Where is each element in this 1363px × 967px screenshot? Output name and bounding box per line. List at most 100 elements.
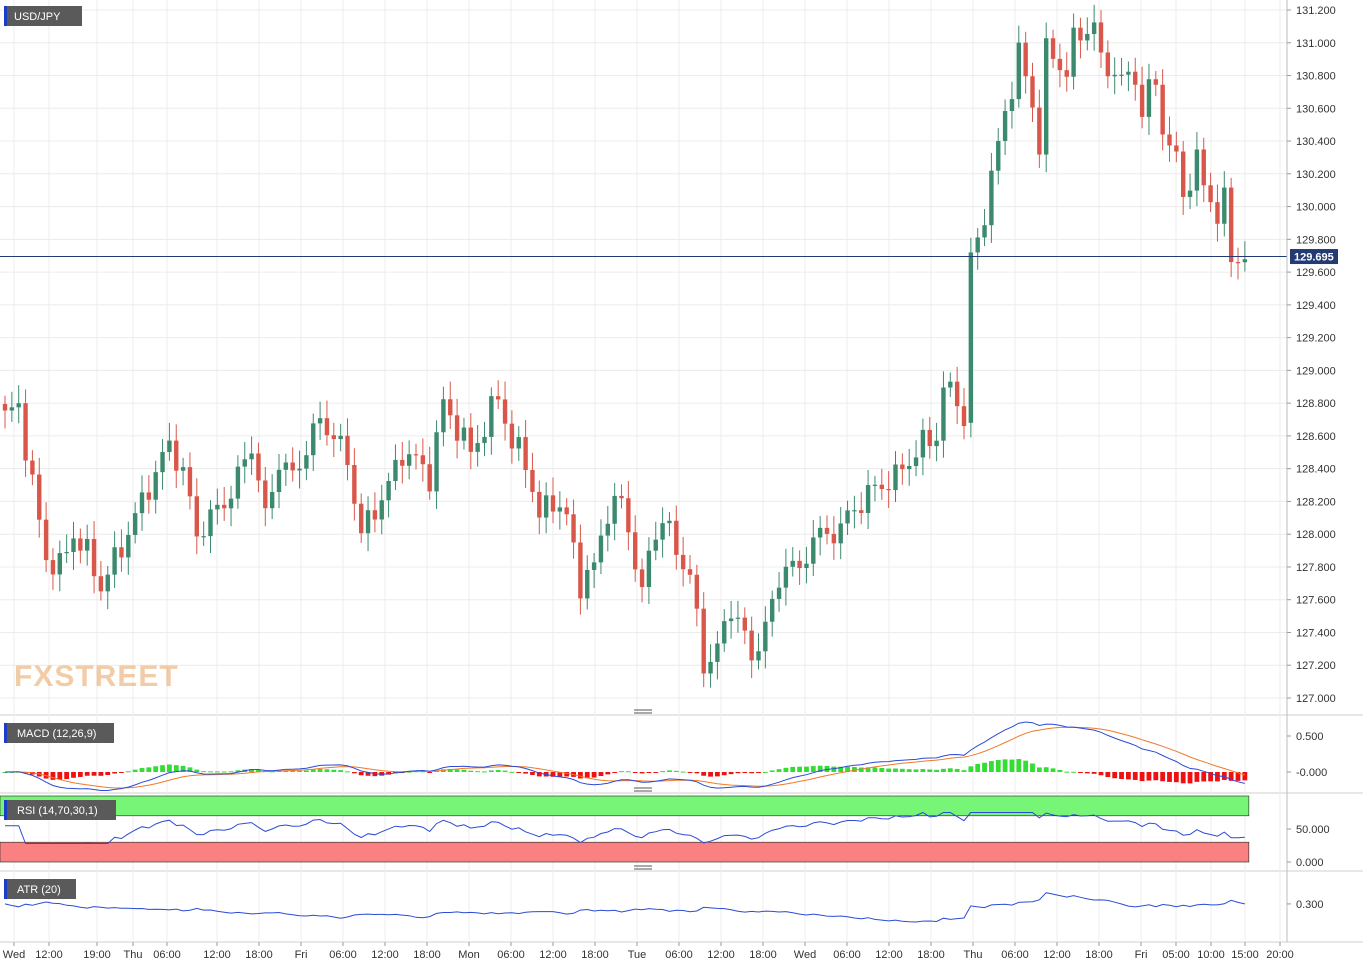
time-tick-label: 12:00 — [1043, 949, 1071, 961]
macd-histogram-bar — [625, 771, 631, 773]
pane-resize-handles[interactable] — [634, 709, 652, 870]
macd-histogram-bar — [1030, 763, 1035, 772]
macd-histogram-bar — [893, 768, 898, 772]
macd-histogram-bar — [194, 769, 200, 772]
time-tick-label: Thu — [124, 949, 143, 961]
price-tick-label: 130.800 — [1296, 71, 1336, 83]
candle-body — [838, 523, 843, 544]
candle-body — [1023, 42, 1028, 77]
macd-histogram-bar — [1064, 771, 1070, 773]
candle-body — [119, 547, 124, 558]
price-tick-label: 128.400 — [1296, 464, 1336, 476]
macd-histogram-bar — [221, 771, 227, 773]
candle-body — [1208, 185, 1213, 203]
macd-histogram-bar — [852, 767, 857, 772]
macd-histogram-bar — [735, 772, 741, 774]
rsi-overbought-zone — [0, 795, 1250, 817]
time-tick-label: Fri — [1135, 949, 1148, 961]
macd-histogram-bar — [927, 769, 933, 772]
candle-body — [1126, 71, 1131, 75]
time-tick-label: 06:00 — [153, 949, 181, 961]
macd-histogram-bar — [256, 769, 261, 772]
macd-histogram-bar — [297, 770, 302, 772]
candle-body — [475, 443, 480, 452]
candle-body — [913, 457, 919, 467]
macd-histogram-bar — [1242, 772, 1248, 781]
candle-body — [324, 418, 330, 436]
macd-histogram-bar — [105, 772, 111, 776]
candle-body — [653, 539, 658, 551]
macd-histogram-bar — [1105, 772, 1111, 778]
macd-histogram-bar — [461, 769, 467, 772]
time-tick-label: Mon — [458, 949, 479, 961]
macd-histogram-bar — [584, 772, 590, 779]
candle-body — [543, 495, 549, 518]
candle-body — [57, 553, 62, 575]
candle-body — [201, 536, 206, 538]
macd-histogram-bar — [1084, 772, 1090, 774]
time-tick-label: Thu — [964, 949, 983, 961]
candle-body — [626, 498, 631, 533]
macd-histogram-bar — [1043, 767, 1049, 772]
candle-body — [756, 651, 761, 661]
macd-histogram-bar — [817, 765, 823, 772]
candle-body — [331, 435, 336, 440]
candle-body — [400, 459, 405, 466]
macd-histogram-bar — [831, 766, 837, 772]
candle-body — [317, 418, 323, 424]
candle-body — [961, 406, 967, 427]
macd-histogram-bar — [660, 771, 665, 773]
candle-body — [605, 523, 610, 536]
macd-histogram-bar — [865, 767, 871, 772]
macd-histogram-bar — [1221, 772, 1227, 780]
candle-body — [1016, 42, 1021, 100]
macd-histogram-bar — [290, 770, 296, 772]
candle-body — [43, 519, 49, 561]
candle-body — [550, 495, 556, 512]
candle-body — [996, 140, 1001, 171]
macd-histogram-bar — [153, 766, 159, 772]
macd-histogram-bar — [454, 769, 460, 772]
macd-histogram-bar — [776, 769, 782, 772]
candle-body — [50, 560, 56, 575]
candlestick-series — [2, 4, 1248, 688]
candle-body — [660, 523, 665, 540]
macd-tick-label: 0.500 — [1296, 731, 1324, 743]
candle-body — [406, 454, 412, 466]
candle-body — [263, 480, 268, 509]
price-tick-label: 128.800 — [1296, 398, 1336, 410]
candle-body — [927, 429, 932, 447]
macd-histogram-bar — [1078, 772, 1083, 773]
macd-histogram-bar — [427, 772, 433, 773]
rsi-line — [5, 811, 1245, 844]
macd-label: MACD (12,26,9) — [4, 723, 114, 743]
candle-body — [1194, 149, 1200, 191]
time-tick-label: 12:00 — [539, 949, 567, 961]
macd-histogram-bar — [502, 770, 508, 772]
macd-histogram-bar — [1153, 772, 1159, 781]
macd-histogram-bar — [146, 767, 152, 772]
time-tick-label: 12:00 — [35, 949, 63, 961]
macd-histogram-bar — [64, 772, 70, 780]
rsi-label-text: RSI (14,70,30,1) — [17, 805, 98, 817]
time-tick-label: 18:00 — [413, 949, 441, 961]
candle-body — [523, 437, 528, 470]
candle-body — [907, 466, 912, 470]
macd-histogram-bar — [934, 769, 939, 772]
candle-body — [1071, 27, 1076, 77]
candle-body — [468, 427, 473, 452]
candle-body — [1146, 79, 1152, 117]
macd-histogram-bar — [57, 772, 63, 780]
macd-histogram-bar — [160, 765, 165, 772]
candle-body — [591, 562, 597, 570]
candle-body — [578, 542, 583, 599]
macd-histogram-bar — [304, 770, 309, 772]
time-tick-label: 19:00 — [83, 949, 111, 961]
macd-histogram-bar — [523, 772, 528, 774]
time-tick-label: 06:00 — [833, 949, 861, 961]
price-tick-label: 130.200 — [1296, 169, 1336, 181]
time-tick-label: 06:00 — [329, 949, 357, 961]
macd-histogram-bar — [1173, 772, 1179, 783]
macd-histogram-bar — [482, 771, 487, 773]
macd-histogram-bar — [310, 769, 316, 772]
